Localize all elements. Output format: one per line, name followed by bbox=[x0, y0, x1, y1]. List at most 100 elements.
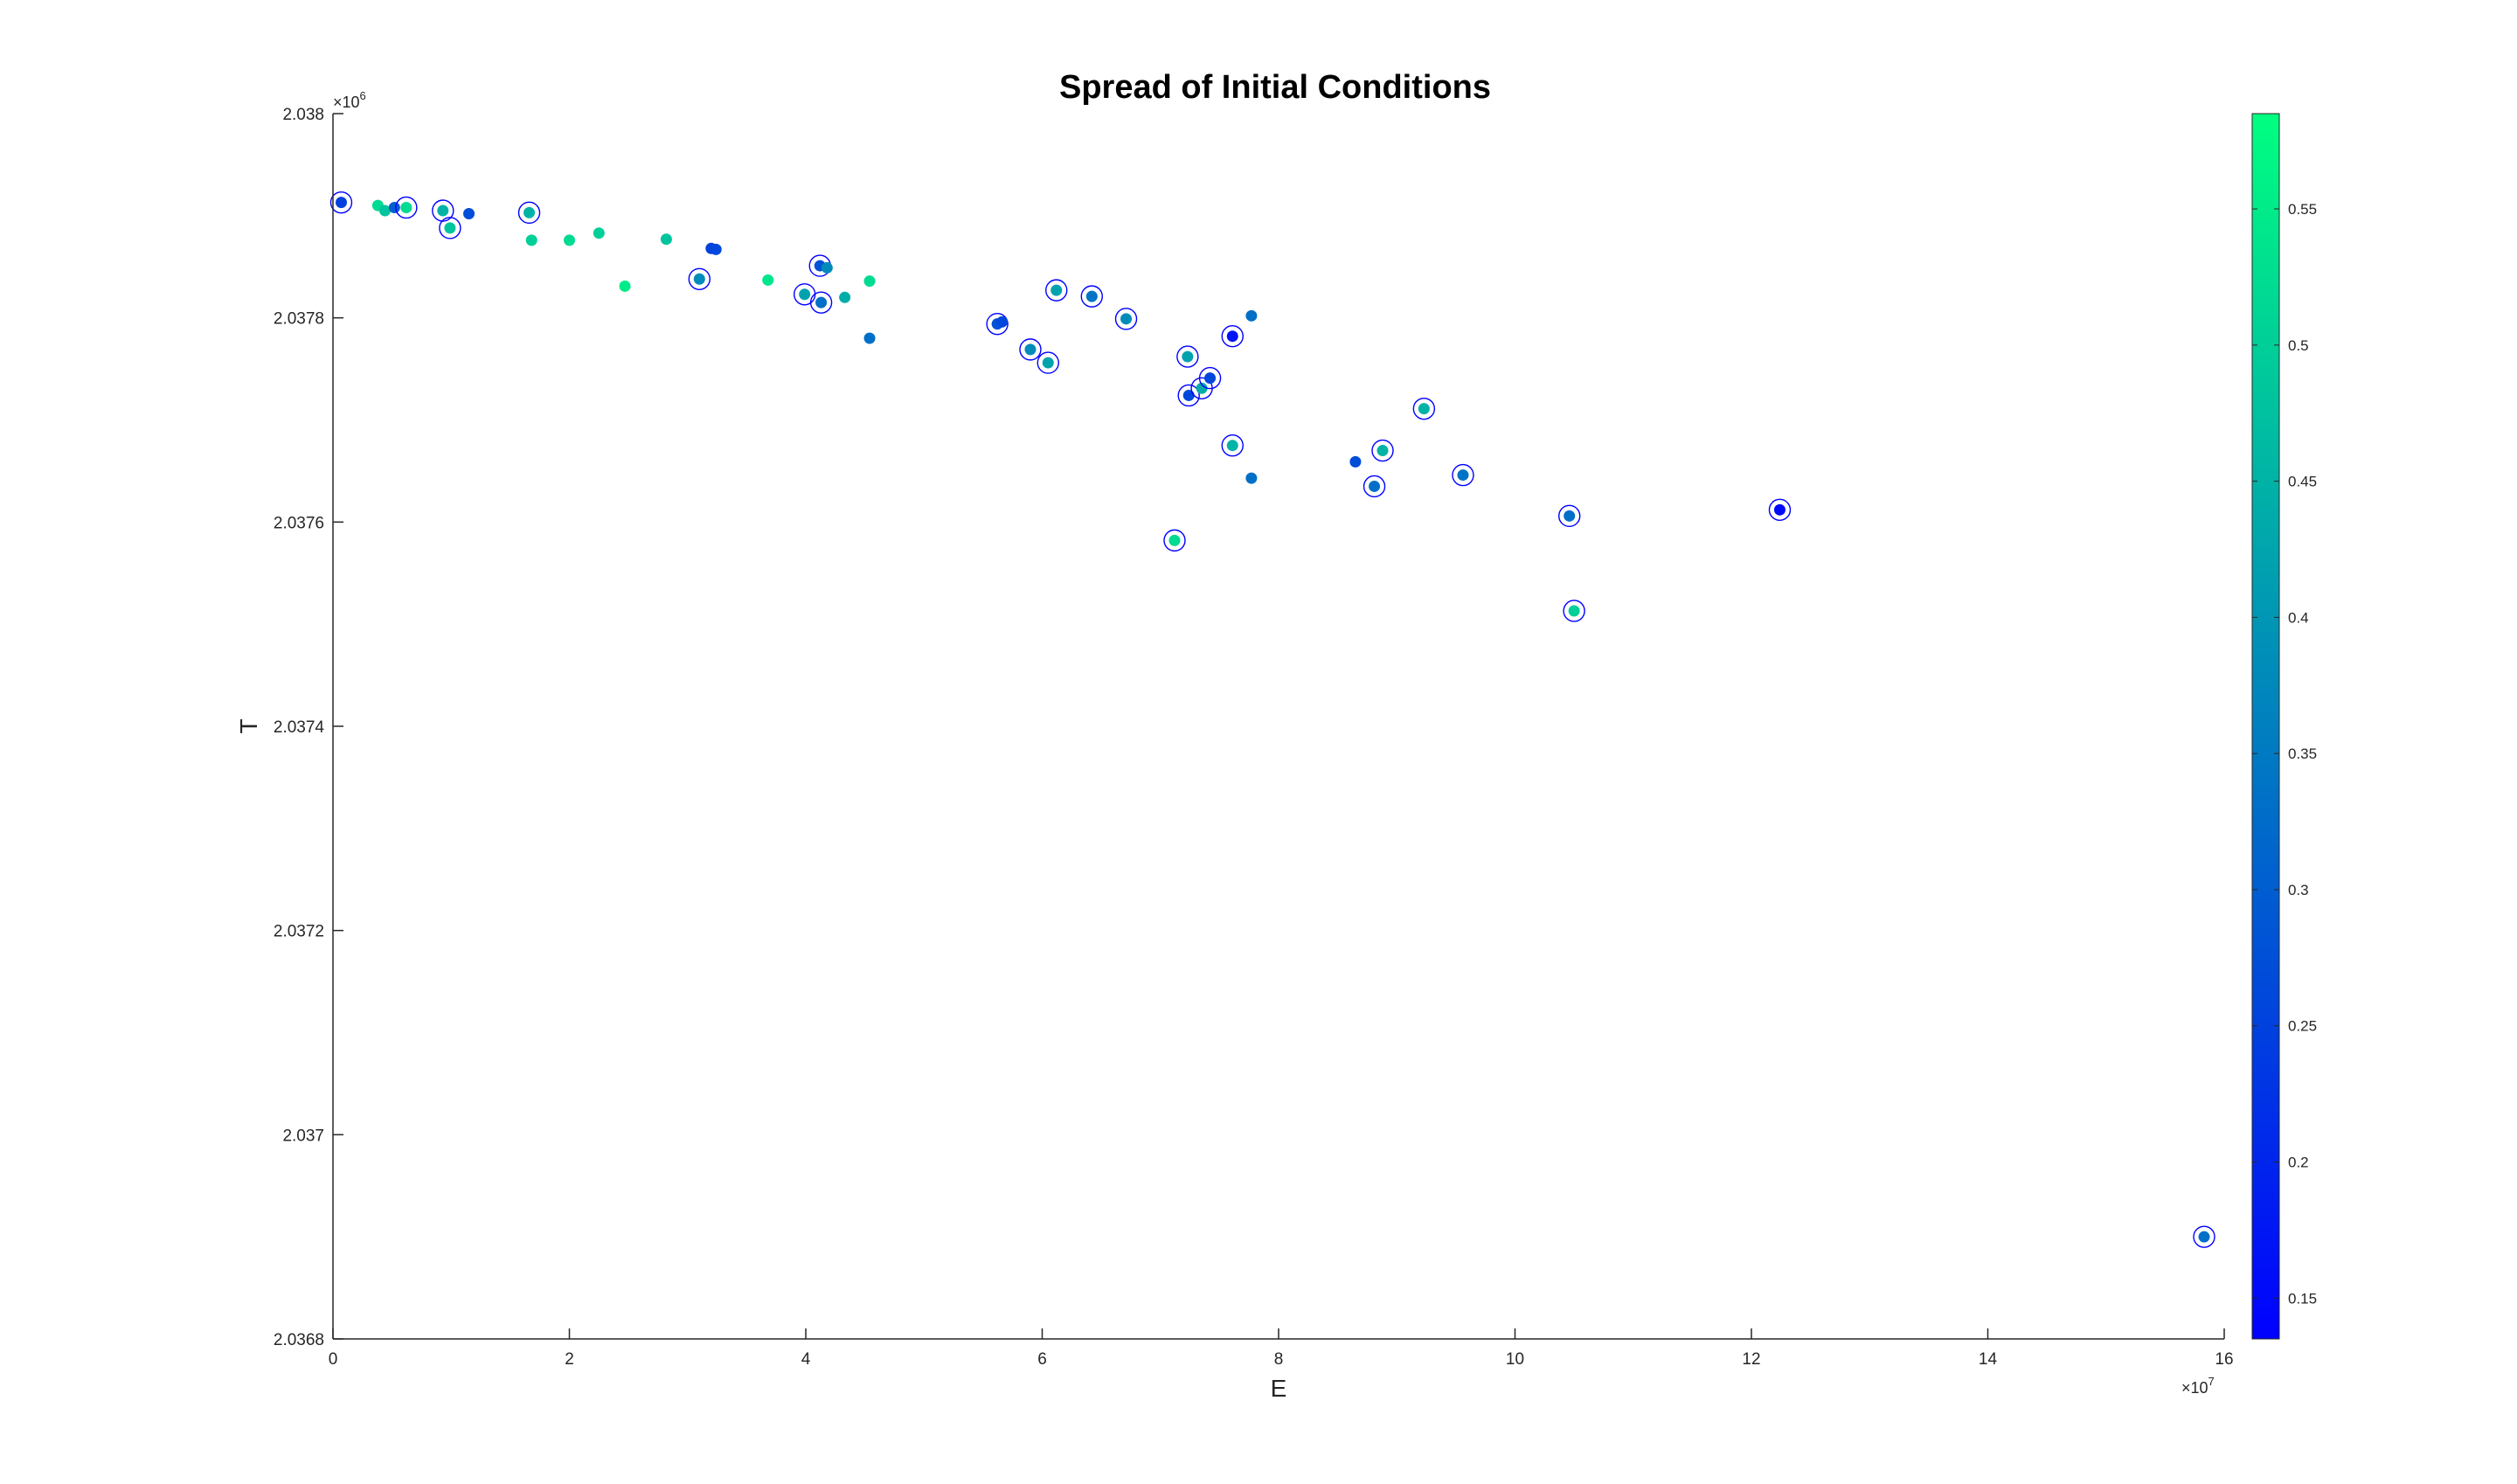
plot-area bbox=[333, 114, 2224, 1339]
scatter-point bbox=[996, 316, 1009, 328]
scatter-point bbox=[710, 243, 722, 255]
highlight-ring bbox=[1037, 351, 1059, 374]
x-tick-label: 4 bbox=[801, 1350, 811, 1369]
scatter-point bbox=[1418, 403, 1430, 415]
highlight-ring bbox=[395, 196, 418, 219]
x-tick-label: 8 bbox=[1274, 1350, 1284, 1369]
scatter-point bbox=[437, 205, 449, 217]
colorbar bbox=[2251, 113, 2280, 1340]
scatter-point bbox=[1182, 389, 1195, 401]
y-exponent-power: 6 bbox=[360, 89, 366, 102]
x-tick-label: 2 bbox=[565, 1350, 574, 1369]
scatter-point bbox=[1085, 290, 1098, 302]
highlight-ring bbox=[688, 267, 711, 290]
scatter-point bbox=[1568, 605, 1580, 617]
highlight-ring bbox=[1221, 324, 1244, 348]
scatter-point bbox=[388, 201, 400, 213]
x-tick-label: 16 bbox=[2215, 1350, 2233, 1369]
scatter-point bbox=[444, 222, 456, 234]
scatter-point bbox=[839, 291, 851, 303]
x-exponent-base: ×10 bbox=[2181, 1379, 2208, 1397]
scatter-point bbox=[564, 234, 575, 246]
y-exponent-label: ×106 bbox=[333, 89, 366, 111]
colorbar-ticks: 0.15 0.2 0.25 0.3 0.35 0.4 0.45 0.5 0.55 bbox=[2252, 201, 2317, 1307]
scatter-point bbox=[1182, 350, 1194, 363]
highlight-ring bbox=[1163, 529, 1186, 552]
highlight-ring bbox=[1176, 345, 1199, 368]
highlight-ring bbox=[986, 312, 1009, 336]
highlight-ring bbox=[1221, 434, 1244, 457]
scatter-point bbox=[1773, 503, 1785, 516]
scatter-point bbox=[799, 288, 811, 301]
scatter-point bbox=[2198, 1231, 2210, 1243]
highlight-ring bbox=[1198, 366, 1222, 390]
highlight-ring bbox=[1114, 308, 1138, 330]
colorbar-tick-label: 0.2 bbox=[2288, 1154, 2309, 1170]
y-tick-label: 2.0374 bbox=[274, 718, 325, 737]
y-tick-label: 2.037 bbox=[282, 1127, 324, 1145]
highlight-ring bbox=[1019, 338, 1042, 361]
scatter-point bbox=[525, 234, 537, 246]
colorbar-tick-label: 0.45 bbox=[2288, 474, 2317, 490]
x-axis-label: E bbox=[1271, 1375, 1287, 1402]
scatter-point bbox=[1226, 440, 1238, 452]
highlight-ring bbox=[1363, 475, 1386, 498]
highlight-ring bbox=[809, 291, 833, 314]
scatter-point bbox=[815, 296, 828, 309]
x-tick-label: 10 bbox=[1506, 1350, 1524, 1369]
scatter-point bbox=[1196, 382, 1208, 394]
colorbar-tick-label: 0.35 bbox=[2288, 745, 2317, 762]
scatter-point bbox=[660, 233, 672, 246]
scatter-point bbox=[335, 197, 347, 209]
highlight-ring bbox=[439, 217, 461, 239]
scatter-point bbox=[1349, 455, 1362, 468]
x-tick-label: 0 bbox=[329, 1350, 338, 1369]
highlight-ring bbox=[1045, 279, 1068, 302]
highlight-ring bbox=[1080, 285, 1104, 308]
scatter-point bbox=[1226, 330, 1238, 343]
colorbar-tick-label: 0.25 bbox=[2288, 1018, 2317, 1035]
scatter-point bbox=[1245, 309, 1258, 322]
scatter-point bbox=[1245, 472, 1258, 484]
scatter-point bbox=[1168, 534, 1181, 546]
scatter-point bbox=[400, 201, 413, 213]
scatter-point bbox=[863, 275, 876, 288]
scatter-point bbox=[619, 280, 631, 292]
x-axis-ticks: 0 2 4 6 8 10 12 14 16 bbox=[329, 1328, 2234, 1369]
colorbar-tick-label: 0.15 bbox=[2288, 1290, 2317, 1307]
x-exponent-label: ×107 bbox=[2181, 1375, 2215, 1397]
colorbar-tick-label: 0.5 bbox=[2288, 337, 2309, 354]
y-tick-label: 2.0376 bbox=[274, 514, 324, 532]
colorbar-tick-label: 0.55 bbox=[2288, 201, 2317, 218]
highlight-ring bbox=[329, 191, 353, 214]
y-tick-label: 2.0372 bbox=[274, 923, 324, 941]
highlight-ring bbox=[1452, 463, 1474, 487]
scatter-point bbox=[1457, 469, 1469, 482]
colorbar-tick-label: 0.4 bbox=[2288, 609, 2309, 626]
scatter-point bbox=[1376, 445, 1389, 457]
x-tick-label: 12 bbox=[1742, 1350, 1760, 1369]
y-axis-ticks: 2.0368 2.037 2.0372 2.0374 2.0376 2.0378 2.038 bbox=[274, 106, 343, 1349]
scatter-point bbox=[1024, 343, 1037, 356]
highlight-ring bbox=[432, 199, 454, 222]
scatter-point bbox=[1042, 357, 1054, 369]
highlight-ring bbox=[1558, 504, 1581, 528]
y-exponent-base: ×10 bbox=[333, 94, 360, 111]
scatter-point bbox=[593, 227, 605, 239]
highlight-ring bbox=[1563, 600, 1585, 622]
scatter-point bbox=[1120, 313, 1133, 325]
highlight-ring bbox=[2193, 1225, 2215, 1248]
scatter-point bbox=[379, 205, 392, 217]
scatter-point bbox=[1564, 510, 1576, 522]
scatter-point bbox=[1369, 480, 1381, 492]
scatter-point bbox=[1204, 372, 1217, 385]
scatter-point bbox=[693, 273, 705, 285]
highlight-ring bbox=[1412, 397, 1436, 420]
y-tick-label: 2.0378 bbox=[274, 310, 324, 329]
x-tick-label: 14 bbox=[1979, 1350, 1998, 1369]
scatter-point bbox=[463, 207, 475, 219]
y-tick-label: 2.038 bbox=[282, 106, 324, 124]
highlight-ring bbox=[1177, 384, 1200, 407]
colorbar-tick-label: 0.3 bbox=[2288, 882, 2309, 898]
data-points bbox=[329, 191, 2215, 1248]
